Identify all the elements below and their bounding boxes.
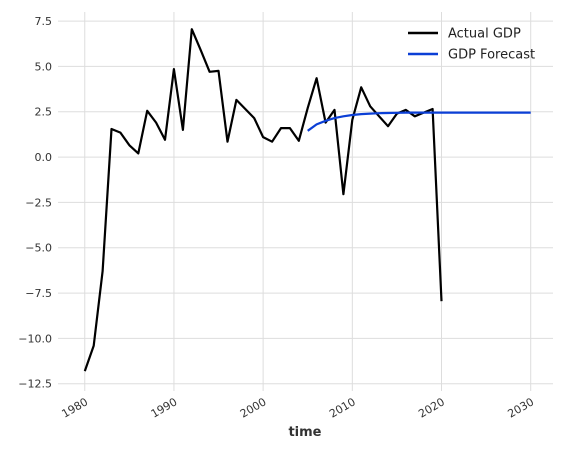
x-tick-label: 2020 [416,395,447,420]
y-tick-label: −5.0 [25,242,52,255]
x-tick-label: 2000 [238,395,269,420]
y-tick-label: −2.5 [25,196,52,209]
series-line-gdp-forecast [307,111,531,132]
legend: Actual GDP GDP Forecast [408,27,535,63]
legend-label: Actual GDP [448,27,521,42]
grid [58,12,553,391]
x-tick-label: 2030 [505,395,536,420]
series-line-actual-gdp [83,28,443,372]
y-tick-label: 5.0 [35,60,53,73]
x-tick-label: 1980 [60,395,91,420]
y-tick-label: 2.5 [35,106,53,119]
y-tick-label: −7.5 [25,287,52,300]
x-tick-label: 1990 [149,395,180,420]
y-tick-label: 0.0 [35,151,53,164]
series-lines [83,28,531,372]
y-tick-label: −10.0 [18,332,52,345]
legend-label: GDP Forecast [448,48,535,63]
y-axis-ticks: −12.5 −10.0 −7.5 −5.0 −2.5 0.0 2.5 5.0 7.5 [18,15,52,391]
y-tick-label: −12.5 [18,378,52,391]
x-axis-ticks: 1980 1990 2000 2010 2020 2030 [60,395,537,420]
x-axis-label: time [288,425,321,440]
y-tick-label: 7.5 [35,15,53,28]
x-tick-label: 2010 [327,395,358,420]
